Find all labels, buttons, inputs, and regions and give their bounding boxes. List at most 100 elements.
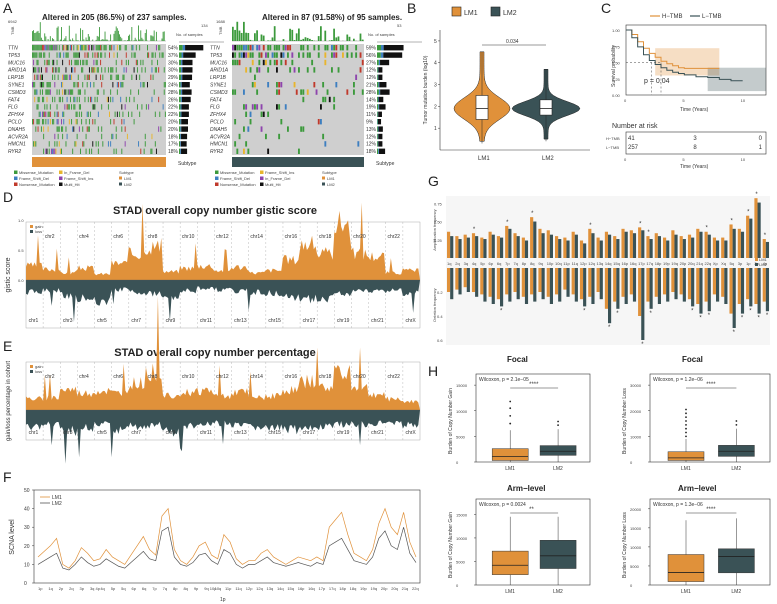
tmb-bar bbox=[133, 40, 135, 41]
chart-title: STAD overall copy number gistic score bbox=[113, 205, 317, 217]
del-bar-lm2 bbox=[699, 268, 703, 314]
mutation-cell bbox=[65, 74, 67, 80]
mutation-cell bbox=[86, 82, 88, 88]
gene-percent: 20% bbox=[168, 120, 179, 126]
del-bar-lm1 bbox=[721, 268, 725, 297]
risk-value: 8 bbox=[693, 145, 697, 151]
tmb-bar bbox=[348, 36, 351, 41]
mutation-cell bbox=[101, 67, 103, 73]
y-tick-label: 10 bbox=[24, 562, 30, 568]
amp-bar-lm1 bbox=[754, 198, 758, 258]
legend-label-lm1: LM1 bbox=[464, 10, 478, 17]
mutation-cell bbox=[110, 119, 112, 125]
ci-band-ltmb bbox=[707, 67, 766, 92]
gene-name-right: TP53 bbox=[210, 53, 222, 59]
mutation-cell bbox=[104, 45, 106, 51]
sample-bar-seg bbox=[378, 126, 383, 132]
mutation-cell bbox=[148, 104, 150, 110]
mutation-cell bbox=[282, 45, 285, 51]
category-label: 17q bbox=[646, 261, 653, 266]
mutation-cell bbox=[84, 96, 86, 103]
mutation-cell bbox=[62, 89, 64, 95]
chrom-label-bottom: chr3 bbox=[63, 430, 73, 436]
mutation-cell bbox=[306, 89, 309, 95]
y-tick-label: 15000 bbox=[456, 383, 468, 388]
del-bar-lm1 bbox=[538, 268, 542, 292]
mutation-cell bbox=[37, 126, 39, 132]
amp-bar-lm2 bbox=[516, 236, 520, 258]
tmb-bar bbox=[247, 32, 250, 41]
tmb-bar bbox=[140, 30, 142, 41]
del-bar-lm2 bbox=[641, 268, 645, 340]
mutation-cell bbox=[97, 45, 99, 51]
mutation-cell bbox=[76, 133, 78, 140]
del-bar-lm2 bbox=[608, 268, 612, 324]
mutation-cell bbox=[76, 82, 78, 88]
mutation-cell bbox=[52, 59, 54, 66]
tmb-bar bbox=[45, 36, 47, 41]
mutation-cell bbox=[53, 67, 55, 73]
y-tick-label: 5000 bbox=[456, 559, 466, 564]
legend-label-lm2: LM2 bbox=[52, 501, 62, 507]
sample-bar-seg bbox=[380, 59, 390, 66]
mutation-cell bbox=[61, 119, 62, 125]
mutation-cell bbox=[63, 52, 65, 58]
mutation-cell bbox=[48, 89, 50, 95]
amp-bar-lm1 bbox=[629, 230, 633, 258]
mutation-cell bbox=[298, 148, 300, 154]
y-tick-label: 0 bbox=[24, 581, 27, 587]
risk-value: 1 bbox=[759, 145, 763, 151]
amp-bar-lm1 bbox=[712, 237, 716, 258]
mutation-cell bbox=[256, 89, 259, 95]
x-tick-label: 11p bbox=[225, 586, 232, 591]
sample-bar-seg bbox=[378, 82, 380, 88]
tmb-ylabel-left: TMB bbox=[10, 26, 15, 35]
x-tick-label: 17p bbox=[319, 586, 326, 591]
gene-name-right: HMCN1 bbox=[210, 142, 228, 148]
mutation-cell bbox=[38, 45, 40, 51]
sample-bar-seg bbox=[179, 141, 181, 147]
mutation-cell bbox=[114, 111, 116, 117]
subtype-swatch-lm2 bbox=[119, 182, 122, 186]
mutation-cell bbox=[59, 96, 61, 103]
mutation-cell bbox=[35, 126, 37, 132]
mutation-cell bbox=[48, 59, 50, 66]
amp-bar-lm1 bbox=[496, 236, 500, 258]
mutation-cell bbox=[267, 67, 270, 73]
tmb-bar bbox=[300, 39, 302, 41]
mutation-cell bbox=[32, 52, 33, 58]
mutation-cell bbox=[139, 45, 141, 51]
mutation-cell bbox=[96, 89, 98, 95]
x-tick-label: 5q bbox=[121, 586, 125, 591]
mutation-cell bbox=[251, 52, 254, 58]
gene-percent: 12% bbox=[366, 134, 377, 140]
mutation-cell bbox=[144, 141, 146, 147]
tmb-bar bbox=[134, 37, 136, 41]
mutation-cell bbox=[124, 45, 126, 51]
gene-name-right: FAT4 bbox=[210, 97, 222, 103]
mutation-cell bbox=[39, 82, 41, 88]
mutation-cell bbox=[42, 74, 43, 80]
mutation-cell bbox=[63, 45, 65, 51]
x-tick-label: 15q bbox=[287, 586, 294, 591]
sample-bar-seg bbox=[377, 119, 378, 125]
sample-bar-seg bbox=[380, 89, 390, 95]
mutation-cell bbox=[42, 45, 43, 51]
chart-title: STAD overall copy number percentage bbox=[114, 347, 316, 359]
amp-bar-lm1 bbox=[746, 215, 750, 258]
mutation-cell bbox=[243, 148, 245, 154]
mutation-cell bbox=[111, 74, 113, 80]
mutation-cell bbox=[46, 45, 48, 51]
chrom-label-top: chr16 bbox=[285, 234, 298, 240]
oncoplot-left-title: Altered in 205 (86.5%) of 237 samples. bbox=[42, 13, 187, 22]
mutation-cell bbox=[302, 45, 305, 51]
box-LM1 bbox=[667, 451, 705, 461]
box-LM2 bbox=[539, 99, 553, 116]
mutation-cell bbox=[103, 89, 105, 95]
tmb-bar bbox=[73, 40, 75, 41]
mutation-cell bbox=[42, 119, 43, 125]
gene-name-left: HMCN1 bbox=[8, 142, 26, 148]
mutation-cell bbox=[141, 104, 143, 110]
sample-bar-seg bbox=[179, 126, 181, 132]
